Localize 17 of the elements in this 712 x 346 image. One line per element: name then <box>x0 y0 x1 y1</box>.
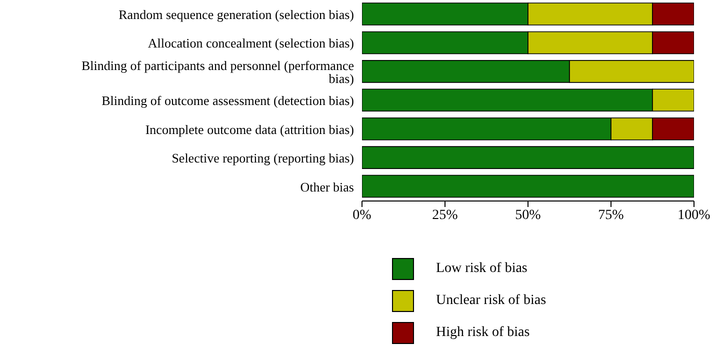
y-tick-label: Blinding of outcome assessment (detection bias) <box>102 93 354 108</box>
legend-label: High risk of bias <box>436 325 530 341</box>
bar <box>362 146 694 169</box>
bar <box>362 174 694 198</box>
x-tick-label: 50% <box>515 208 542 223</box>
x-tick-label: 75% <box>598 208 624 223</box>
x-tick-label: 100% <box>678 208 711 223</box>
y-tick-label: Other bias <box>300 179 354 194</box>
y-tick-label: Incomplete outcome data (attrition bias) <box>145 122 354 137</box>
legend-label: Low risk of bias <box>436 261 528 277</box>
x-tick-label: 25% <box>432 208 458 223</box>
y-tick-label: Blinding of participants and personnel (performance bias) <box>81 58 354 86</box>
x-tick-label: 0% <box>352 208 372 223</box>
legend-label: Unclear risk of bias <box>436 293 546 309</box>
y-tick-label: Selective reporting (reporting bias) <box>172 150 354 166</box>
y-tick-label: Random sequence generation (selection bias) <box>118 6 354 22</box>
y-tick-label: Allocation concealment (selection bias) <box>148 36 354 51</box>
